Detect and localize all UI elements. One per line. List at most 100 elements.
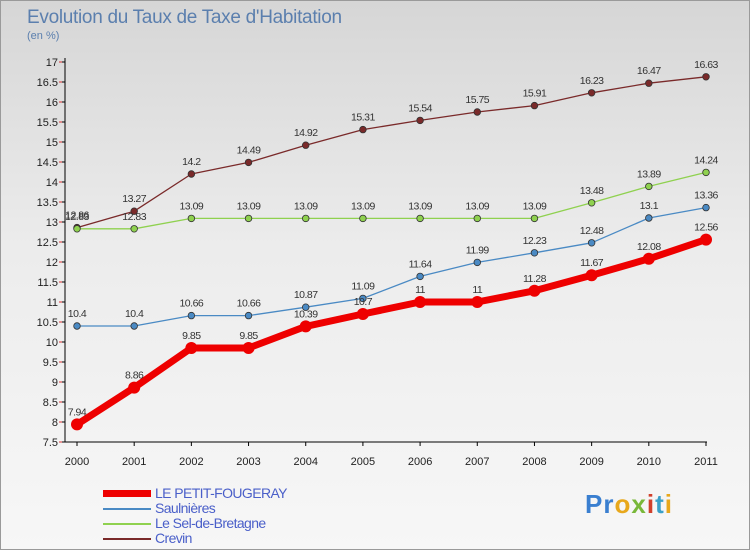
x-tick-label: 2002 [179, 456, 203, 468]
y-tick-label: 13 [46, 217, 58, 229]
data-label: 11.67 [580, 257, 604, 269]
data-point [242, 342, 255, 354]
y-tick-label: 12 [46, 257, 58, 269]
data-label: 11 [472, 284, 483, 296]
data-point [187, 170, 196, 178]
logo-letter: i [646, 489, 656, 519]
legend-label: LE PETIT-FOUGERAY [155, 485, 288, 501]
x-tick-label: 2007 [465, 456, 489, 468]
data-label: 14.2 [182, 156, 201, 168]
x-tick-label: 2011 [694, 456, 718, 468]
data-label: 15.75 [465, 94, 489, 106]
data-point [473, 108, 481, 116]
data-point [702, 203, 710, 212]
data-label: 12.56 [694, 222, 718, 234]
y-tick-label: 16.5 [37, 77, 58, 89]
x-tick-label: 2010 [637, 456, 661, 468]
y-tick-label: 12.5 [37, 237, 58, 249]
data-label: 7.94 [68, 406, 87, 418]
data-point [73, 225, 81, 233]
series-line-0 [73, 236, 710, 428]
data-label: 13.09 [237, 200, 261, 212]
data-label: 10.39 [294, 308, 318, 320]
data-point [702, 73, 710, 81]
data-point [187, 311, 196, 320]
series-line-1 [76, 206, 707, 327]
data-point [587, 199, 596, 207]
data-label: 12.48 [580, 225, 604, 237]
y-tick-label: 11.5 [37, 277, 58, 289]
data-point [702, 168, 710, 177]
chart-title: Evolution du Taux de Taxe d'Habitation [27, 7, 342, 28]
data-label: 10.66 [179, 298, 203, 310]
data-label: 9.85 [239, 330, 258, 342]
data-point [700, 233, 712, 246]
data-point [416, 272, 424, 281]
x-tick-label: 2003 [236, 456, 260, 468]
data-point [244, 214, 253, 223]
data-label: 10.4 [68, 308, 87, 320]
x-tick-label: 2005 [351, 456, 375, 468]
legend-label: Crevin [155, 530, 192, 546]
legend-swatch [103, 490, 151, 497]
data-label: 15.31 [351, 112, 375, 124]
logo-letter: x [631, 489, 647, 519]
data-point [185, 342, 198, 354]
data-point [128, 381, 141, 394]
data-point [244, 311, 253, 320]
data-point [587, 239, 596, 247]
data-label: 13.09 [465, 200, 489, 212]
series-line-2 [76, 171, 707, 230]
data-label: 10.66 [237, 298, 261, 310]
data-label: 16.63 [694, 59, 718, 71]
data-label: 12.08 [637, 241, 661, 253]
data-label: 12.86 [65, 210, 89, 222]
data-label: 16.47 [637, 65, 661, 77]
data-point [302, 141, 310, 149]
data-label: 9.85 [182, 330, 201, 342]
logo-letter: o [614, 489, 632, 519]
data-label: 10.87 [294, 289, 318, 301]
y-tick-label: 10 [46, 337, 58, 349]
data-point [645, 214, 653, 222]
logo-letter: P [585, 489, 604, 519]
data-point [642, 252, 655, 265]
data-point [530, 214, 539, 223]
legend-swatch [103, 538, 151, 540]
data-point [530, 249, 539, 257]
y-tick-label: 14.5 [37, 157, 58, 169]
y-tick-label: 10.5 [37, 317, 58, 329]
data-point [359, 214, 367, 223]
data-label: 10.4 [125, 308, 144, 320]
data-point [645, 182, 653, 191]
x-tick-label: 2000 [65, 456, 89, 468]
data-label: 12.83 [65, 211, 89, 223]
data-point [359, 294, 367, 303]
y-tick-label: 15 [46, 137, 58, 149]
y-tick-label: 14 [46, 177, 58, 189]
chart-unit: (en %) [27, 30, 60, 42]
data-point [645, 79, 653, 87]
x-tick-label: 2001 [122, 456, 146, 468]
x-tick-label: 2004 [293, 456, 317, 468]
legend-swatch [103, 508, 151, 510]
data-point [359, 125, 367, 134]
data-label: 15.91 [523, 88, 547, 100]
logo-letter: i [664, 489, 673, 519]
x-tick-label: 2006 [408, 456, 432, 468]
data-label: 13.27 [122, 193, 146, 205]
data-point [130, 322, 138, 330]
data-point [302, 303, 310, 311]
y-tick-label: 13.5 [37, 197, 58, 209]
data-point [71, 418, 83, 431]
data-label: 14.49 [237, 144, 261, 156]
y-tick-label: 9 [52, 377, 58, 389]
data-label: 8.86 [125, 370, 144, 382]
data-label: 12.23 [523, 235, 547, 247]
y-tick-label: 8 [52, 417, 58, 429]
data-label: 11.64 [409, 258, 433, 270]
y-tick-label: 16 [46, 97, 58, 109]
data-point [244, 158, 253, 167]
data-point [530, 101, 539, 110]
data-point [473, 214, 481, 223]
